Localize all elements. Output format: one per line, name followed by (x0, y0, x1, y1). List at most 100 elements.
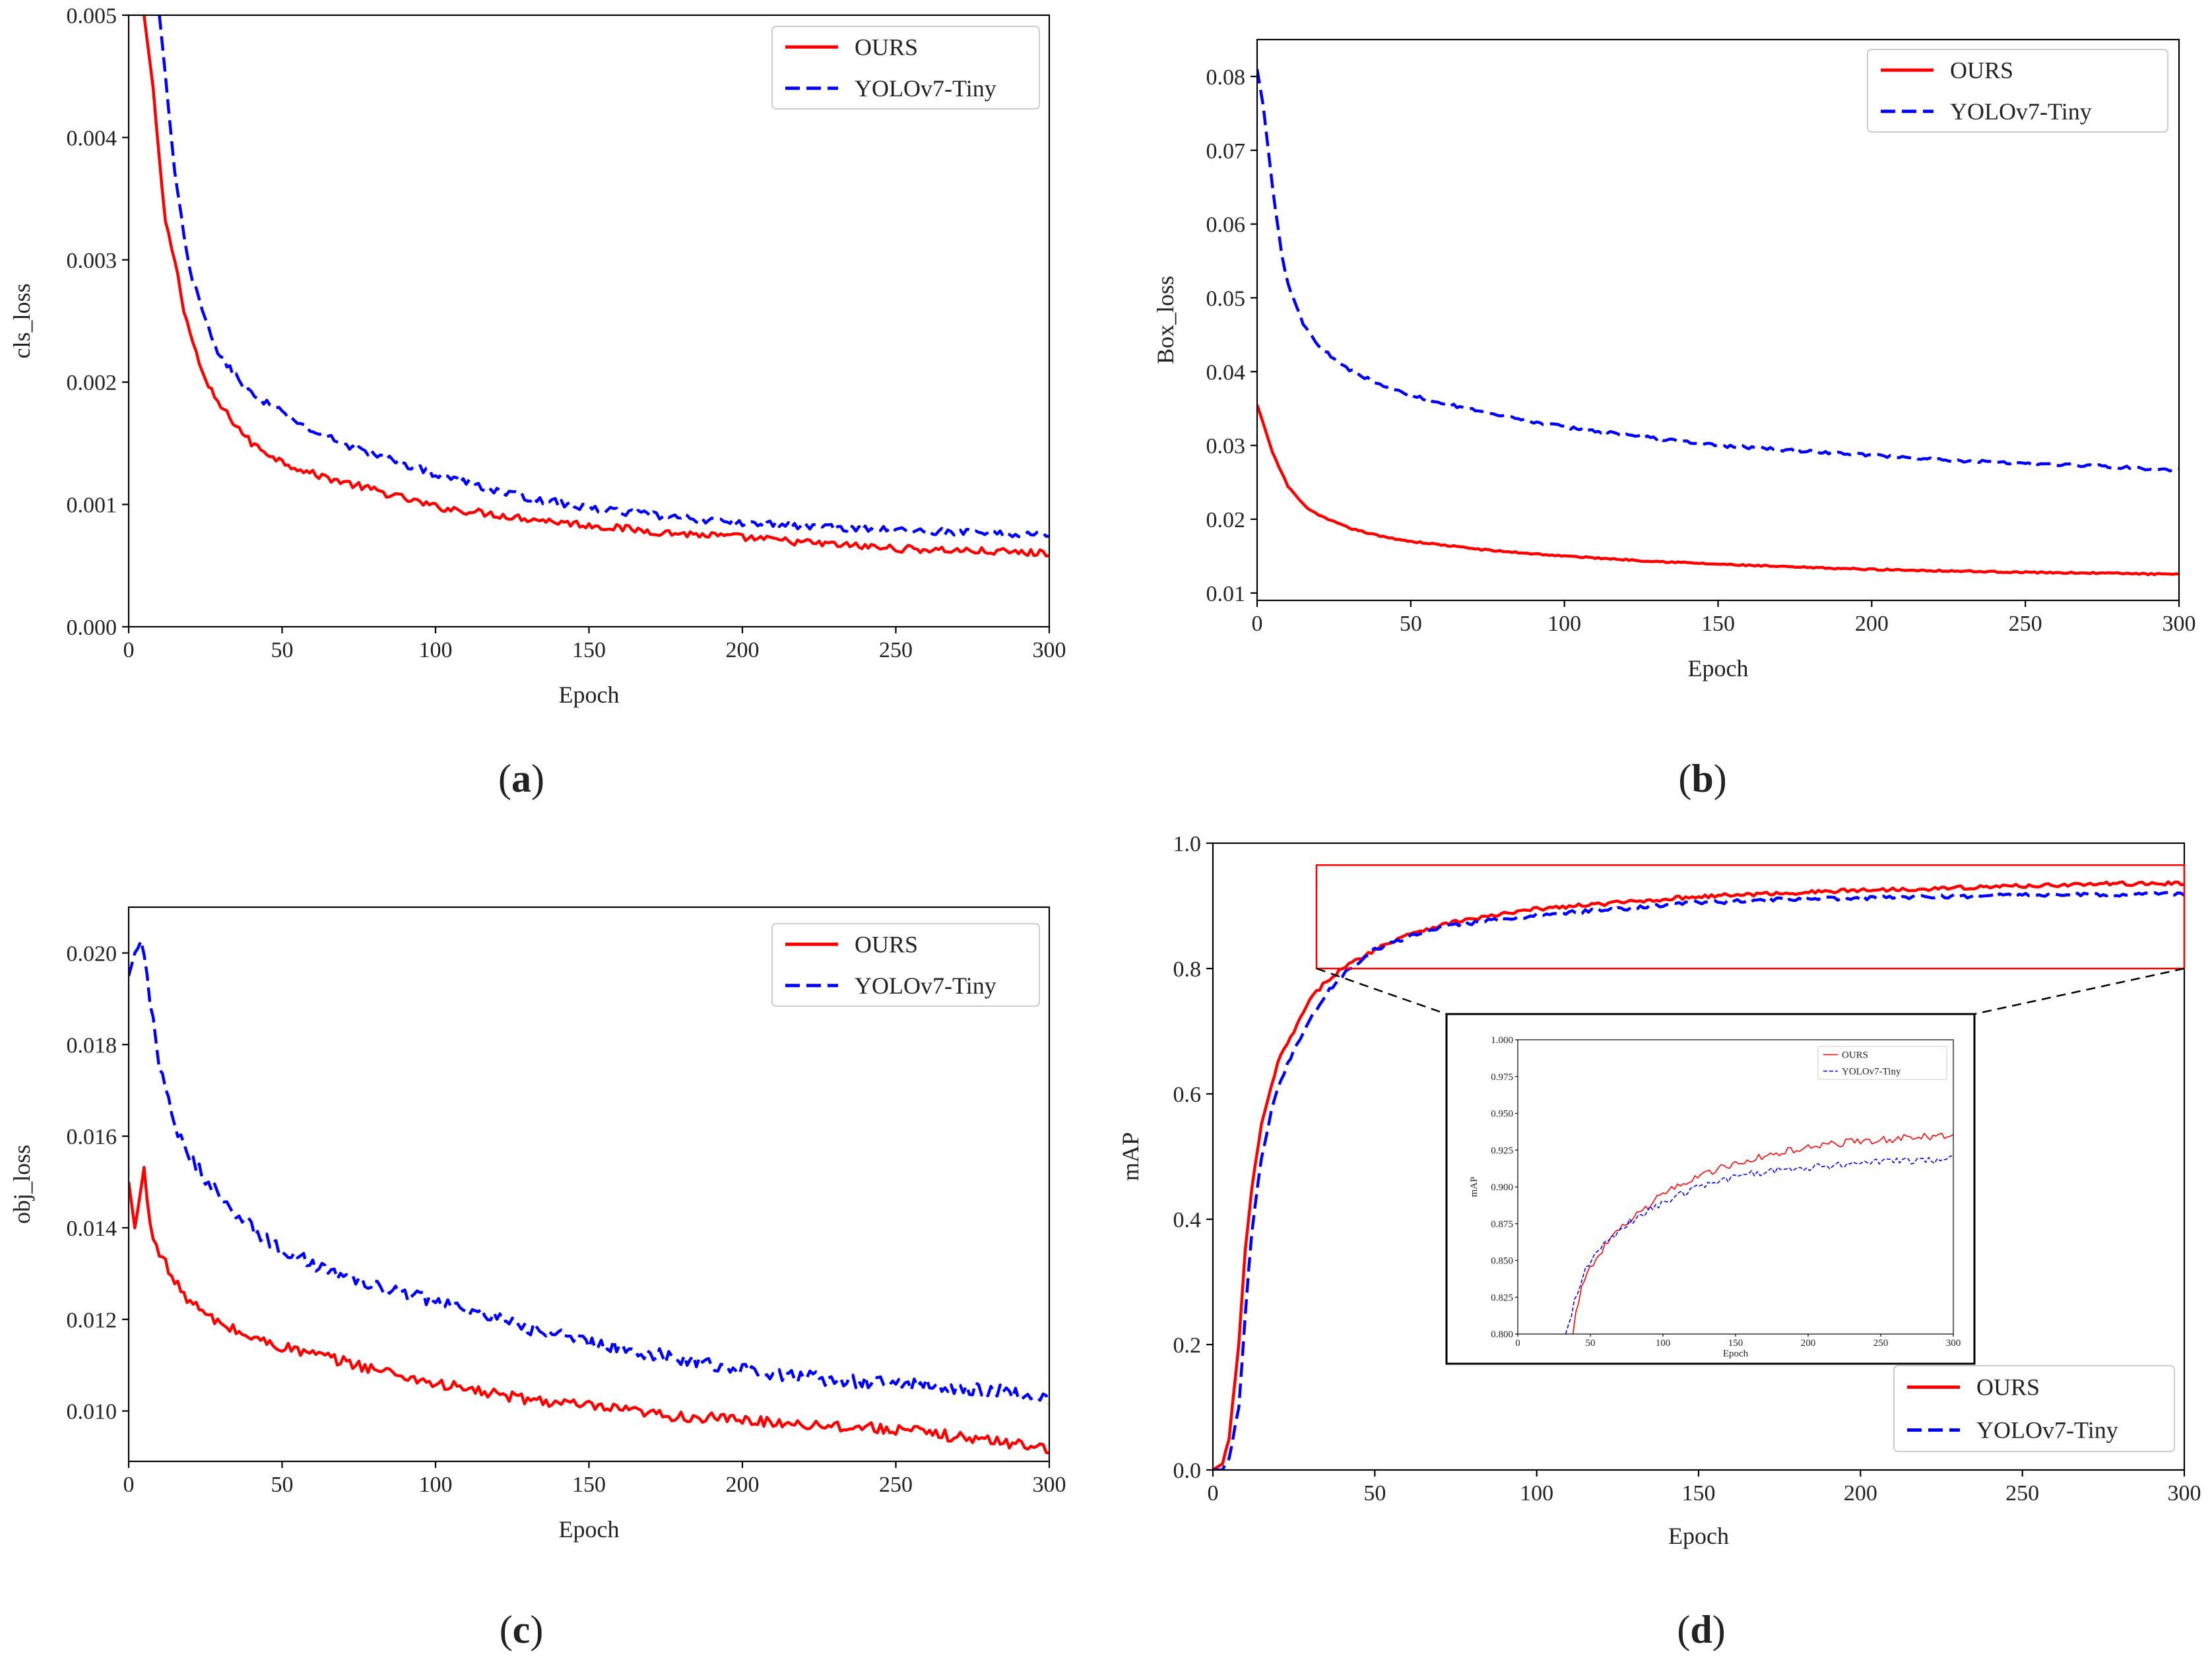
panel-d-inset-ytick-label: 1.000 (1491, 1035, 1513, 1046)
panel-c-legend-label: OURS (855, 931, 918, 957)
panel-b-legend-label: YOLOv7-Tiny (1950, 98, 2092, 125)
panel-c-legend-box (771, 923, 1040, 1007)
panel-c-ytick-label: 0.020 (67, 941, 117, 966)
panel-c-series-yolov7-tiny-line (129, 939, 1049, 1405)
panel-a-xtick-label: 0 (123, 638, 135, 662)
panel-d-inset-xtick-label: 200 (1801, 1338, 1816, 1349)
panel-d-ytick-label: 0.4 (1173, 1208, 1202, 1232)
panel-b-ytick-label: 0.08 (1206, 65, 1246, 90)
panel-b-series-ours-line (1257, 404, 2179, 577)
panel-a-xtick-label: 50 (271, 638, 294, 662)
panel-d-xtick-label: 50 (1363, 1481, 1386, 1506)
panel-d-inset-plot-area (1565, 1132, 1953, 1334)
panel-d-xtick-label: 100 (1520, 1481, 1553, 1506)
panel-b-legend: OURS YOLOv7-Tiny (1867, 49, 2168, 133)
panel-b-ytick-label: 0.01 (1206, 582, 1246, 606)
panel-b-ytick-label: 0.02 (1206, 508, 1246, 532)
panel-d-xtick-label: 250 (2005, 1481, 2039, 1506)
panel-c-ytick-label: 0.016 (67, 1125, 117, 1149)
panel-d-ytick-label: 0.8 (1173, 957, 1202, 982)
panel-c-ytick-label: 0.012 (67, 1308, 117, 1333)
panel-d-inset-xlabel: Epoch (1723, 1349, 1749, 1359)
panel-a-plot-area (143, 15, 1049, 557)
panel-b-xtick-label: 50 (1400, 612, 1422, 636)
panel-a-xtick-label: 100 (419, 638, 453, 662)
panel-a-ylabel: cls_loss (9, 283, 35, 358)
panel-d-zoom-connector-right (1974, 967, 2185, 1015)
panel-a-xtick-label: 250 (879, 638, 913, 662)
panel-d-plot-area (1213, 880, 2184, 1470)
panel-a-legend: OURS YOLOv7-Tiny (771, 26, 1040, 110)
panel-d-panel-label: (d) (1677, 1608, 1725, 1651)
panel-b-xtick-label: 200 (1855, 612, 1889, 636)
panel-c-legend: OURS YOLOv7-Tiny (771, 923, 1040, 1007)
panel-d-zoom-connector-left (1316, 967, 1447, 1015)
panel-b-xtick-label: 250 (2009, 612, 2042, 636)
panel-c-axes: 0 50 100 150 200 250 300 0.010 0.012 0.014 0.016 0.… (67, 941, 1066, 1497)
panel-a-xtick-label: 200 (726, 638, 760, 662)
panel-d-xlabel: Epoch (1668, 1523, 1729, 1549)
panel-d-ytick-label: 0.6 (1173, 1083, 1202, 1107)
panel-d-legend-box (1893, 1365, 2175, 1452)
panel-c-ytick-label: 0.018 (67, 1033, 117, 1058)
panel-c-plot-area (129, 939, 1049, 1455)
panel-b-ytick-label: 0.03 (1206, 434, 1246, 459)
panel-d-inset-legend-label: OURS (1842, 1050, 1868, 1061)
panel-b-legend-box (1867, 49, 2168, 133)
panel-c-xtick-label: 100 (419, 1473, 453, 1497)
panel-a-xtick-label: 150 (572, 638, 606, 662)
panel-d-series-yolov7-tiny-line (1213, 891, 2184, 1470)
panel-a-axes: 0 50 100 150 200 250 300 0.000 0.001 0.002 0.003 0.… (67, 4, 1066, 662)
panel-a-xlabel: Epoch (559, 682, 620, 708)
panel-d-inset-ylabel: mAP (1469, 1177, 1480, 1197)
panel-d-legend-label: OURS (1976, 1374, 2040, 1401)
panel-d-inset-axes: 0 50 100 150 200 250 300 0.800 0.825 0.850 0.875 0.… (1491, 1035, 1961, 1349)
panel-d-inset-series-yolov7-tiny-line (1565, 1155, 1953, 1334)
panel-c-xlabel: Epoch (559, 1516, 620, 1543)
panel-b-xtick-label: 300 (2163, 612, 2196, 636)
panel-a-series-ours-line (143, 15, 1049, 557)
panel-c-xtick-label: 50 (271, 1473, 294, 1497)
panel-b-series-yolov7-tiny-line (1257, 69, 2179, 473)
panel-d-xtick-label: 200 (1844, 1481, 1877, 1506)
panel-b-ytick-label: 0.05 (1206, 286, 1246, 311)
panel-b-xtick-label: 0 (1252, 612, 1263, 636)
panel-d-inset-xtick-label: 100 (1656, 1338, 1671, 1349)
panel-d-inset-ytick-label: 0.900 (1491, 1182, 1513, 1193)
panel-d-zoom-box (1315, 864, 2186, 970)
panel-c-ytick-label: 0.014 (67, 1217, 117, 1241)
panel-d-inset-ytick-label: 0.925 (1491, 1145, 1513, 1156)
panel-a-ytick-label: 0.004 (67, 126, 117, 150)
panel-d-ytick-label: 0.0 (1173, 1459, 1202, 1483)
panel-d-inset-xtick-label: 150 (1728, 1338, 1743, 1349)
panel-d-ytick-label: 1.0 (1173, 832, 1202, 856)
panel-d-inset-xtick-label: 0 (1515, 1338, 1520, 1349)
panel-a-xtick-label: 300 (1033, 638, 1066, 662)
panel-c-panel-label: (c) (500, 1608, 544, 1651)
panel-b-ytick-label: 0.07 (1206, 139, 1246, 164)
panel-a-ytick-label: 0.000 (67, 616, 117, 640)
panel-b-xlabel: Epoch (1688, 655, 1749, 682)
panel-b-panel-label: (b) (1678, 757, 1726, 800)
panel-b-frame (1256, 38, 2180, 602)
panel-c-xtick-label: 200 (726, 1473, 760, 1497)
panel-a-legend-box (771, 26, 1040, 110)
panel-d-inset-xtick-label: 50 (1586, 1338, 1596, 1349)
panel-c-frame (127, 906, 1051, 1463)
panel-d-inset-ytick-label: 0.800 (1491, 1329, 1513, 1340)
panel-a-frame (127, 14, 1051, 628)
panel-a-ytick-label: 0.003 (67, 249, 117, 273)
panel-a-legend-label: YOLOv7-Tiny (855, 75, 996, 102)
panel-d-inset-legend-label: YOLOv7-Tiny (1842, 1067, 1901, 1077)
panel-c-ytick-label: 0.010 (67, 1400, 117, 1424)
panel-c-xtick-label: 250 (879, 1473, 913, 1497)
panel-a-ytick-label: 0.002 (67, 371, 117, 395)
panel-d-inset-ytick-label: 0.950 (1491, 1109, 1513, 1120)
panel-d-inset-ytick-label: 0.875 (1491, 1219, 1513, 1230)
panel-d-inset-axes-frame (1517, 1039, 1954, 1335)
panel-b-xtick-label: 150 (1701, 612, 1735, 636)
panel-a-ytick-label: 0.001 (67, 494, 117, 518)
panel-c-xtick-label: 0 (123, 1473, 135, 1497)
